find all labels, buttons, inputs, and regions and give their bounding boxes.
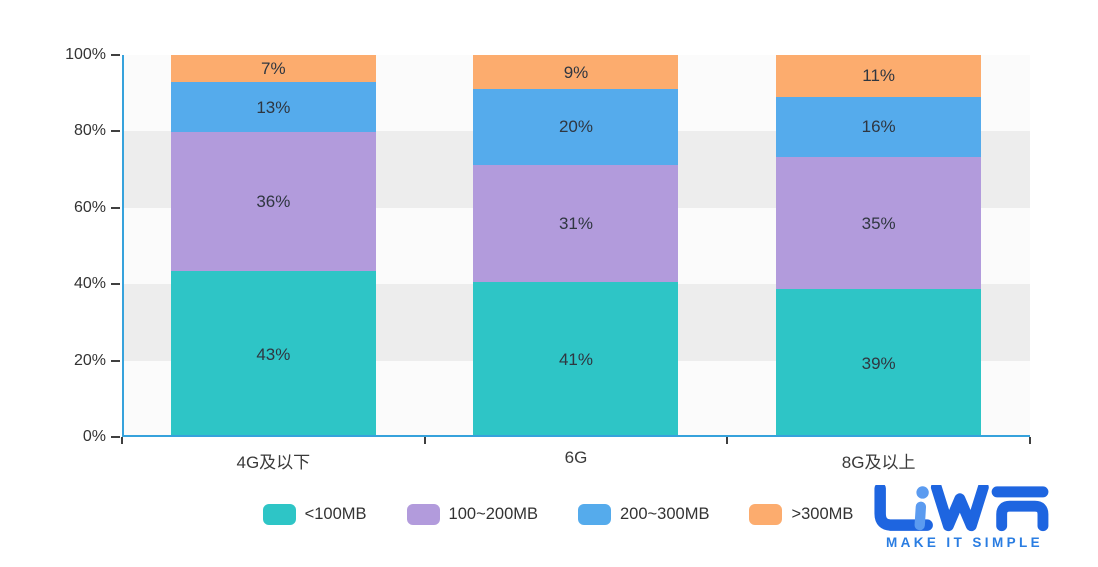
bar-value-label: 31% (558, 213, 593, 233)
bar-value-label: 35% (861, 213, 896, 233)
y-axis-tick-label: 0% (82, 428, 106, 445)
x-axis-tick (423, 437, 426, 444)
x-axis-line (122, 435, 1030, 437)
y-axis-tick: 20% (73, 351, 120, 369)
bar-value-label: 43% (256, 344, 291, 364)
brand-tagline: MAKE IT SIMPLE (885, 535, 1044, 550)
legend-swatch (406, 504, 440, 525)
y-axis-tick-label: 60% (73, 198, 106, 216)
bar-segment: 36% (170, 132, 376, 272)
liwa-logo-icon (873, 485, 1048, 532)
legend-label: <100MB (304, 505, 367, 523)
y-axis-tick-label: 100% (65, 46, 106, 63)
y-axis-tick: 0% (83, 429, 120, 445)
legend-item: 200~300MB (578, 504, 709, 525)
y-axis-line (122, 55, 124, 437)
y-axis-tick: 80% (74, 123, 120, 139)
bar-segment: 7% (170, 55, 376, 82)
y-axis-tick: 60% (73, 198, 120, 216)
y-axis-tick-mark (111, 130, 120, 133)
legend-item: <100MB (262, 504, 367, 525)
bar-column-1: 7% 13% 36% 43% (122, 55, 425, 437)
y-axis-tick-mark (111, 206, 120, 209)
bar-value-label: 20% (558, 117, 593, 137)
bars-layer: 7% 13% 36% 43% 9% 20% 31% 41% 11% 16% 35% 39% (122, 55, 1030, 437)
y-axis-tick: 100% (65, 47, 120, 63)
x-axis-category-label: 8G及以上 (841, 453, 916, 472)
legend-item: >300MB (749, 504, 853, 525)
bar-segment: 39% (776, 289, 982, 437)
y-axis-tick: 40% (74, 276, 120, 292)
bar-segment: 20% (473, 89, 679, 165)
y-axis-tick-label: 40% (73, 275, 106, 293)
bar-segment: 35% (776, 157, 982, 290)
bar-value-label: 36% (256, 192, 291, 212)
legend-label: 200~300MB (620, 505, 710, 523)
x-axis-category-label: 4G及以下 (236, 453, 311, 472)
x-axis-tick (121, 437, 123, 444)
plot-area: 7% 13% 36% 43% 9% 20% 31% 41% 11% 16% 35% 39% (121, 55, 1031, 444)
legend-swatch (262, 504, 296, 525)
bar-column-2: 9% 20% 31% 41% (425, 55, 728, 437)
bar-segment: 41% (473, 281, 679, 437)
stacked-bar: 11% 16% 35% 39% (776, 55, 982, 437)
y-axis: 100% 80% 60% 40% 20% 0% (0, 47, 120, 445)
y-axis-tick-label: 80% (73, 122, 106, 140)
bar-value-label: 7% (261, 59, 286, 78)
bar-value-label: 16% (861, 117, 896, 137)
y-axis-tick-mark (111, 54, 120, 56)
bar-segment: 11% (776, 55, 982, 97)
x-axis-tick (726, 437, 729, 444)
legend-item: 100~200MB (406, 504, 538, 525)
stacked-bar: 7% 13% 36% 43% (170, 55, 376, 437)
bar-value-label: 11% (862, 66, 896, 86)
y-axis-tick-label: 20% (73, 351, 106, 369)
bar-segment: 31% (473, 164, 679, 282)
legend: <100MB 100~200MB 200~300MB >300MB (104, 504, 1012, 525)
bar-segment: 16% (776, 96, 982, 158)
bar-segment: 9% (473, 55, 679, 90)
brand-logo: MAKE IT SIMPLE (862, 485, 1067, 550)
legend-label: 100~200MB (448, 505, 538, 523)
bar-column-3: 11% 16% 35% 39% (727, 55, 1030, 437)
legend-swatch (578, 504, 611, 525)
bar-segment: 43% (170, 271, 376, 437)
y-axis-tick-mark (111, 436, 120, 438)
bar-value-label: 41% (558, 349, 593, 369)
bar-segment: 13% (170, 82, 376, 133)
bar-value-label: 13% (256, 97, 291, 117)
x-axis-labels: 4G及以下 6G 8G及以上 (122, 448, 1030, 473)
bar-value-label: 39% (861, 353, 896, 373)
legend-label: >300MB (791, 505, 854, 523)
bar-value-label: 9% (563, 62, 589, 82)
y-axis-tick-mark (111, 283, 120, 286)
y-axis-tick-mark (111, 359, 120, 362)
stacked-bar: 9% 20% 31% 41% (473, 55, 679, 437)
x-axis-tick (1029, 437, 1031, 444)
x-axis-category-label: 6G (564, 448, 588, 467)
legend-swatch (749, 504, 783, 525)
